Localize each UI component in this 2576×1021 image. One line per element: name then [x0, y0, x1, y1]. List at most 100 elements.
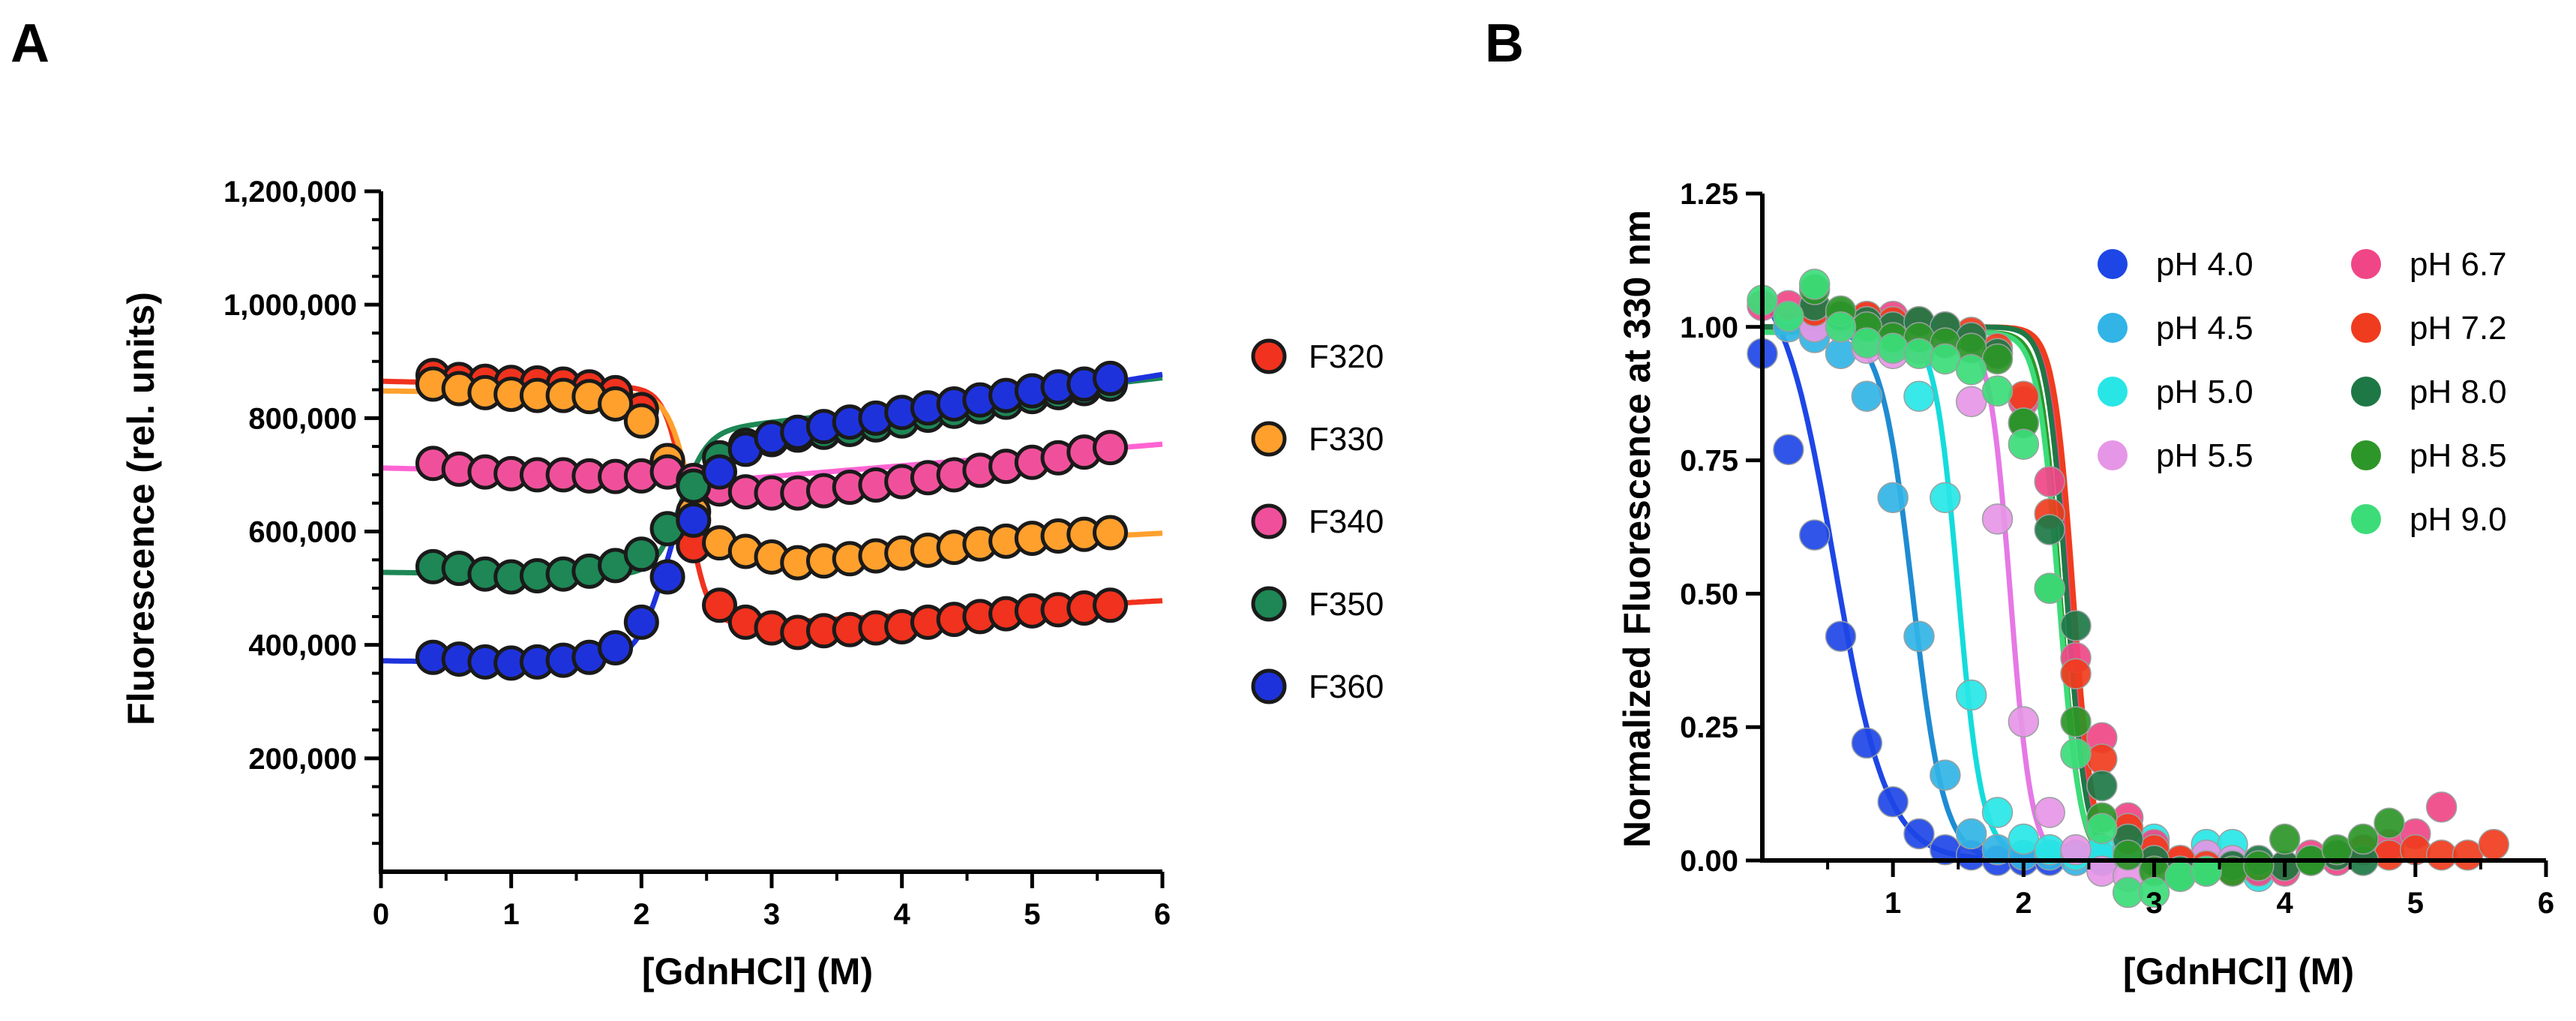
panel-b-y-axis-title: Normalized Fluorescence at 330 nm [1616, 210, 1658, 848]
data-point-ph-8-0 [2060, 610, 2092, 641]
panel-b: B 1 2 3 4 5 60.000.250.500.751.001.25 pH 4.0p… [1485, 14, 2554, 992]
data-point-ph-5-5 [2034, 797, 2065, 828]
data-point-ph-5-0 [1955, 679, 1987, 711]
legend-marker [1251, 503, 1287, 539]
data-point-f320 [1093, 587, 1129, 623]
legend-label: pH 6.7 [2410, 246, 2507, 283]
data-point-f360 [702, 454, 738, 490]
panel-a: A 0 1 2 3 4 5 6 200,000 400,000 600,000 800,000 1,0… [10, 14, 1384, 992]
data-point-ph-9-0 [1981, 375, 2014, 407]
x-tick-label: 3 [763, 898, 780, 931]
data-point-ph-7-2 [2452, 839, 2484, 871]
legend-label: F330 [1309, 421, 1384, 458]
legend-label: F340 [1309, 503, 1384, 540]
data-point-ph-7-2 [2374, 839, 2405, 871]
panel-a-legend: F320 F330 F340 F350 F360 [1251, 338, 1384, 705]
legend-marker [2351, 504, 2381, 534]
x-tick-label: 2 [633, 898, 649, 931]
data-point-f330 [598, 386, 634, 422]
data-point-ph-9-0 [1955, 353, 1987, 386]
data-point-ph-5-5 [2060, 834, 2092, 866]
data-point-ph-4-5 [1877, 482, 1909, 514]
data-point-ph-5-0 [2008, 823, 2040, 855]
data-point-ph-6-7 [2425, 791, 2458, 823]
x-tick-label: 4 [894, 898, 911, 931]
data-point-ph-9-0 [2164, 860, 2197, 893]
data-point-ph-8-5 [1981, 343, 2014, 375]
data-point-ph-8-5 [2243, 850, 2275, 881]
x-tick-label: 6 [2538, 887, 2554, 920]
data-point-f330 [1093, 515, 1129, 551]
data-point-f330 [623, 403, 659, 439]
data-point-ph-9-0 [1798, 269, 1831, 300]
panel-b-legend: pH 4.0 pH 4.5 pH 5.0 pH 5.5 pH 6.7 pH 7.2 pH 8… [2098, 246, 2507, 538]
y-tick-label: 0.25 [1680, 711, 1738, 744]
data-point-ph-9-0 [1930, 343, 1961, 375]
data-point-ph-9-0 [2112, 876, 2144, 908]
data-point-f360 [1093, 360, 1129, 396]
y-tick-label: 0.75 [1680, 445, 1738, 478]
legend-label: F320 [1309, 338, 1384, 375]
legend-marker [2098, 313, 2128, 343]
data-point-ph-9-0 [2086, 812, 2118, 845]
data-point-ph-4-0 [1798, 519, 1831, 551]
y-tick-label: 600,000 [248, 516, 357, 549]
legend-label: pH 5.0 [2156, 374, 2254, 410]
data-point-ph-5-0 [1930, 482, 1961, 514]
data-point-ph-7-2 [2008, 380, 2040, 413]
y-tick-label: 200,000 [248, 743, 357, 776]
data-point-ph-8-5 [2269, 823, 2301, 855]
data-point-ph-9-0 [1851, 327, 1883, 359]
data-point-f340 [1093, 430, 1129, 466]
data-point-ph-9-0 [1903, 338, 1935, 370]
legend-marker [2351, 313, 2381, 343]
y-tick-label: 400,000 [248, 629, 357, 662]
data-point-ph-5-5 [1955, 386, 1987, 418]
panel-a-axes: 0 1 2 3 4 5 6 200,000 400,000 600,000 800,000 1,000… [223, 176, 1171, 931]
data-point-ph-8-5 [2374, 807, 2405, 839]
panel-b-axes: 1 2 3 4 5 6 0.00 0.25 0.50 0.75 1.00 1.25 [1680, 178, 2554, 920]
data-point-ph-9-0 [2138, 876, 2170, 908]
data-point-ph-8-5 [2112, 839, 2144, 871]
data-point-ph-4-5 [1903, 620, 1935, 653]
data-point-ph-9-0 [2034, 572, 2065, 605]
x-tick-label: 1 [1885, 887, 1901, 920]
data-point-ph-4-5 [1851, 380, 1883, 413]
panel-b-x-axis-title: [GdnHCl] (M) [2123, 950, 2354, 992]
legend-label: F350 [1309, 586, 1384, 623]
data-point-ph-9-0 [2008, 428, 2040, 461]
data-point-ph-4-5 [1825, 338, 1857, 370]
legend-label: pH 7.2 [2410, 310, 2507, 347]
panel-a-x-axis-title: [GdnHCl] (M) [642, 950, 873, 992]
legend-label: pH 8.5 [2410, 437, 2507, 474]
data-point-ph-9-0 [2060, 738, 2092, 770]
x-tick-label: 0 [373, 898, 389, 931]
y-tick-label: 1,200,000 [223, 176, 357, 209]
data-point-ph-9-0 [1877, 332, 1909, 364]
data-point-ph-7-2 [2060, 658, 2092, 689]
x-tick-label: 2 [2015, 887, 2032, 920]
data-point-ph-8-0 [2086, 770, 2118, 802]
data-point-ph-9-0 [1825, 311, 1857, 343]
data-point-ph-4-0 [1903, 818, 1935, 850]
panel-label-a: A [10, 14, 49, 74]
x-tick-label: 1 [503, 898, 520, 931]
data-point-f320 [702, 587, 738, 623]
legend-label: pH 5.5 [2156, 437, 2254, 474]
data-point-f360 [623, 604, 659, 640]
data-point-ph-7-2 [2086, 743, 2118, 775]
data-point-ph-4-0 [1825, 620, 1857, 653]
data-point-ph-6-7 [2034, 466, 2065, 497]
panel-label-b: B [1485, 14, 1524, 74]
y-tick-label: 0.00 [1680, 845, 1738, 878]
data-point-ph-5-0 [1981, 797, 2014, 828]
legend-marker [2351, 249, 2381, 279]
legend-label: pH 4.5 [2156, 310, 2254, 347]
legend-marker [2351, 377, 2381, 407]
x-tick-label: 3 [2146, 887, 2162, 920]
data-point-f350 [623, 536, 659, 572]
legend-label: pH 8.0 [2410, 374, 2507, 410]
x-tick-label: 6 [1154, 898, 1171, 931]
panel-b-data-points [1747, 269, 2510, 908]
